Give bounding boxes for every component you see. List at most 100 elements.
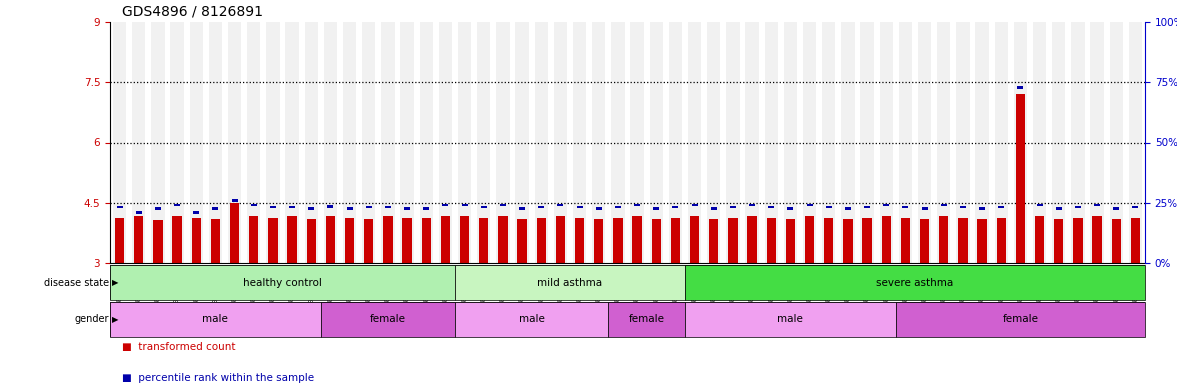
Bar xyxy=(631,22,644,263)
Bar xyxy=(189,22,202,263)
Bar xyxy=(1016,94,1025,263)
Bar xyxy=(363,22,375,263)
Bar xyxy=(1017,86,1024,89)
Bar xyxy=(109,265,1145,300)
Bar xyxy=(879,22,893,263)
Bar xyxy=(132,22,146,263)
Bar xyxy=(461,204,467,206)
Bar xyxy=(1055,219,1064,263)
Text: ■  percentile rank within the sample: ■ percentile rank within the sample xyxy=(121,373,314,383)
Bar xyxy=(596,207,601,210)
Bar xyxy=(747,215,757,263)
Text: disease state: disease state xyxy=(44,278,108,288)
Bar xyxy=(421,218,431,263)
Bar xyxy=(538,205,544,209)
Bar xyxy=(479,218,488,263)
Bar xyxy=(343,22,357,263)
Bar xyxy=(113,22,126,263)
Bar xyxy=(671,218,680,263)
Bar xyxy=(1113,207,1119,210)
Text: female: female xyxy=(1003,314,1038,324)
Bar xyxy=(786,219,796,263)
Bar xyxy=(171,22,184,263)
Bar xyxy=(134,215,144,263)
Bar xyxy=(270,205,275,209)
Bar xyxy=(518,219,527,263)
Bar xyxy=(652,219,661,263)
Bar xyxy=(669,22,683,263)
Bar xyxy=(995,22,1008,263)
Bar xyxy=(687,22,701,263)
Bar xyxy=(553,22,567,263)
Bar xyxy=(268,218,278,263)
Bar xyxy=(903,205,909,209)
Bar xyxy=(672,205,678,209)
Bar xyxy=(1111,219,1121,263)
Bar xyxy=(251,204,257,206)
Bar xyxy=(305,22,318,263)
Bar xyxy=(558,204,564,206)
Bar xyxy=(458,22,471,263)
Bar xyxy=(1035,215,1044,263)
Bar xyxy=(1037,204,1043,206)
Bar xyxy=(826,205,832,209)
Bar xyxy=(211,219,220,263)
Bar xyxy=(609,302,685,337)
Bar xyxy=(1110,22,1123,263)
Bar xyxy=(958,218,967,263)
Bar xyxy=(385,205,391,209)
Text: male: male xyxy=(778,314,804,324)
Bar xyxy=(803,22,817,263)
Bar xyxy=(939,215,949,263)
Bar xyxy=(806,204,812,206)
Bar xyxy=(653,207,659,210)
Bar xyxy=(611,22,625,263)
Bar xyxy=(1092,215,1102,263)
Bar xyxy=(1129,22,1142,263)
Bar xyxy=(109,302,321,337)
Bar xyxy=(212,207,219,210)
Bar xyxy=(573,22,586,263)
Bar xyxy=(290,205,295,209)
Bar xyxy=(460,215,470,263)
Bar xyxy=(918,22,931,263)
Bar xyxy=(979,207,985,210)
Bar xyxy=(1056,207,1062,210)
Bar xyxy=(577,205,583,209)
Bar xyxy=(976,22,989,263)
Bar xyxy=(787,207,793,210)
Text: mild asthma: mild asthma xyxy=(538,278,603,288)
Bar xyxy=(864,205,870,209)
Bar xyxy=(308,207,314,210)
Bar xyxy=(729,218,738,263)
Bar xyxy=(822,22,836,263)
Bar xyxy=(896,302,1145,337)
Bar xyxy=(592,22,605,263)
Bar xyxy=(956,22,970,263)
Bar xyxy=(440,215,450,263)
Bar xyxy=(1075,205,1080,209)
Bar xyxy=(1073,218,1083,263)
Bar xyxy=(366,205,372,209)
Bar xyxy=(1033,22,1046,263)
Bar xyxy=(497,22,510,263)
Bar xyxy=(749,204,756,206)
Text: severe asthma: severe asthma xyxy=(877,278,953,288)
Bar xyxy=(574,218,584,263)
Bar xyxy=(709,219,718,263)
Bar xyxy=(685,302,896,337)
Text: gender: gender xyxy=(74,314,108,324)
Bar xyxy=(516,22,528,263)
Bar xyxy=(692,204,698,206)
Bar xyxy=(455,265,685,300)
Bar xyxy=(519,207,525,210)
Bar xyxy=(477,22,491,263)
Bar xyxy=(860,22,873,263)
Bar xyxy=(232,199,238,202)
Bar xyxy=(327,205,333,208)
Bar xyxy=(439,22,452,263)
Bar xyxy=(192,218,201,263)
Bar xyxy=(115,218,125,263)
Bar xyxy=(726,22,739,263)
Bar xyxy=(247,22,260,263)
